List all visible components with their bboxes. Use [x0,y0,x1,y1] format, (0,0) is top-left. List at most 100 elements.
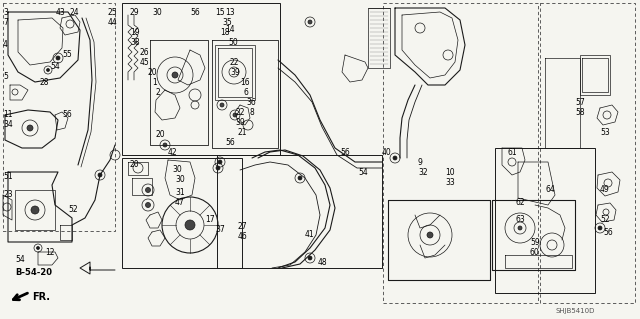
Circle shape [298,176,302,180]
Bar [215,45,255,100]
Text: 57: 57 [575,98,585,107]
Text: 6: 6 [243,88,248,97]
Bar [383,3,538,303]
Text: 62: 62 [515,198,525,207]
Text: 41: 41 [305,230,315,239]
Circle shape [598,226,602,230]
Circle shape [31,206,39,214]
Text: 2: 2 [155,88,160,97]
Circle shape [185,220,195,230]
Text: 48: 48 [318,258,328,267]
Bar [15,190,55,230]
Text: FR.: FR. [32,292,50,302]
Text: 30: 30 [172,165,182,174]
Circle shape [220,103,224,107]
Text: 20: 20 [155,130,164,139]
Bar [122,3,280,155]
Circle shape [308,20,312,24]
Text: 8: 8 [249,108,253,117]
Text: 30: 30 [152,8,162,17]
Text: 31: 31 [175,188,184,197]
Text: 24: 24 [70,8,79,17]
Text: 17: 17 [205,215,214,224]
Text: B-54-20: B-54-20 [15,268,52,277]
Circle shape [145,203,150,207]
Text: 38: 38 [130,38,140,47]
Circle shape [218,160,222,164]
Text: SHJB5410D: SHJB5410D [555,308,595,314]
Text: 5: 5 [3,72,8,81]
Text: 58: 58 [575,108,584,117]
Text: 32: 32 [418,168,428,177]
Text: 33: 33 [445,178,455,187]
Text: 10: 10 [445,168,454,177]
Text: 20: 20 [148,68,157,77]
Text: 39: 39 [235,118,244,127]
Text: 15: 15 [215,8,225,17]
Text: 45: 45 [140,58,150,67]
Bar [540,3,635,303]
Circle shape [427,232,433,238]
Text: 23: 23 [3,190,13,199]
Text: 19: 19 [130,28,140,37]
Text: 46: 46 [238,232,248,241]
Text: 44: 44 [108,18,118,27]
Text: 43: 43 [56,8,66,17]
Circle shape [36,247,40,249]
Text: 18: 18 [220,28,230,37]
Text: 39: 39 [230,68,240,77]
Circle shape [308,256,312,260]
Text: 22: 22 [230,58,239,67]
Circle shape [518,226,522,230]
Text: 27: 27 [238,222,248,231]
Text: 56: 56 [62,110,72,119]
Text: 4: 4 [3,40,8,49]
Text: 30: 30 [175,175,185,184]
Text: 29: 29 [130,8,140,17]
Bar [495,148,595,293]
Text: 52: 52 [600,215,610,224]
Text: 56: 56 [225,138,235,147]
Text: 26: 26 [140,48,150,57]
Text: 53: 53 [600,128,610,137]
Text: 55: 55 [62,50,72,59]
Text: 14: 14 [225,25,235,34]
Circle shape [393,156,397,160]
Text: 34: 34 [3,120,13,129]
Text: 59: 59 [530,238,540,247]
Text: 61: 61 [508,148,518,157]
Text: 42: 42 [168,148,178,157]
Text: 16: 16 [240,78,250,87]
Text: 20: 20 [130,160,140,169]
Text: 54: 54 [50,62,60,71]
Text: 7: 7 [3,18,8,27]
Bar [580,55,610,95]
Text: 47: 47 [175,198,185,207]
Bar [3,3,115,231]
Text: 54: 54 [358,168,368,177]
Text: 51: 51 [3,172,13,181]
Circle shape [172,72,178,78]
Text: 12: 12 [45,248,54,257]
Circle shape [163,143,167,147]
Circle shape [27,125,33,131]
Text: 50: 50 [228,38,237,47]
Text: 36: 36 [246,98,256,107]
Text: 60: 60 [530,248,540,257]
Bar [368,8,390,68]
Text: 54: 54 [15,255,25,264]
Circle shape [98,173,102,177]
Text: 9: 9 [418,158,423,167]
Text: 37: 37 [215,225,225,234]
Text: 63: 63 [515,215,525,224]
Circle shape [216,166,220,170]
Text: 64: 64 [545,185,555,194]
Bar [122,158,242,268]
Text: 35: 35 [222,18,232,27]
Circle shape [233,113,237,117]
Text: 28: 28 [40,78,49,87]
Circle shape [56,56,60,60]
Text: 56: 56 [190,8,200,17]
Text: 13: 13 [225,8,235,17]
Text: 21: 21 [238,128,248,137]
